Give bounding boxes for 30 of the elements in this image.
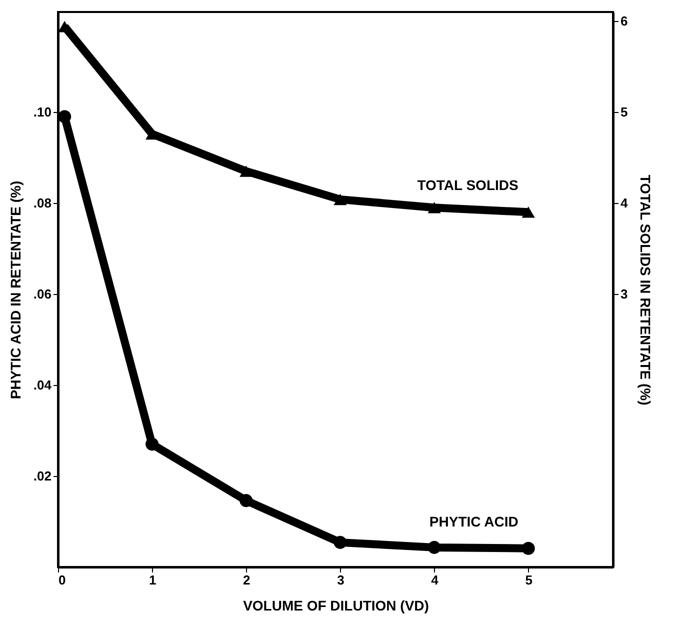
point [146,438,159,451]
y2-axis-title: TOTAL SOLIDS IN RETENTATE (%) [638,174,654,406]
x-tick-label: 2 [243,572,250,588]
point [334,536,347,549]
series-label: TOTAL SOLIDS [417,177,518,194]
y2-tick-label: 6 [620,14,628,29]
x-tick-label: 5 [525,572,532,588]
point [428,202,441,214]
y2-tick-label: 5 [620,104,628,120]
point [240,494,253,508]
x-tick-label: 4 [431,572,440,588]
point [334,194,347,206]
x-tick-label: 0 [58,572,66,588]
point [58,110,72,124]
y2-tick-label: 4 [620,196,628,211]
y-tick-label: .04 [33,378,52,393]
y-tick-label: .02 [33,468,52,484]
point [522,542,535,555]
y-tick-label: .06 [33,286,52,302]
y-tick-label: .10 [33,104,52,120]
y-axis-title: PHYTIC ACID IN RETENTATE (%) [7,180,24,400]
point [428,540,441,554]
y2-tick-label: 3 [620,286,628,302]
series-label: PHYTIC ACID [429,513,518,530]
x-axis-title: VOLUME OF DILUTION (VD) [243,598,429,614]
point [240,166,253,177]
x-tick-label: 3 [337,572,344,588]
point [522,206,535,218]
y-tick-label: .08 [33,196,52,211]
x-tick-label: 1 [148,572,156,588]
